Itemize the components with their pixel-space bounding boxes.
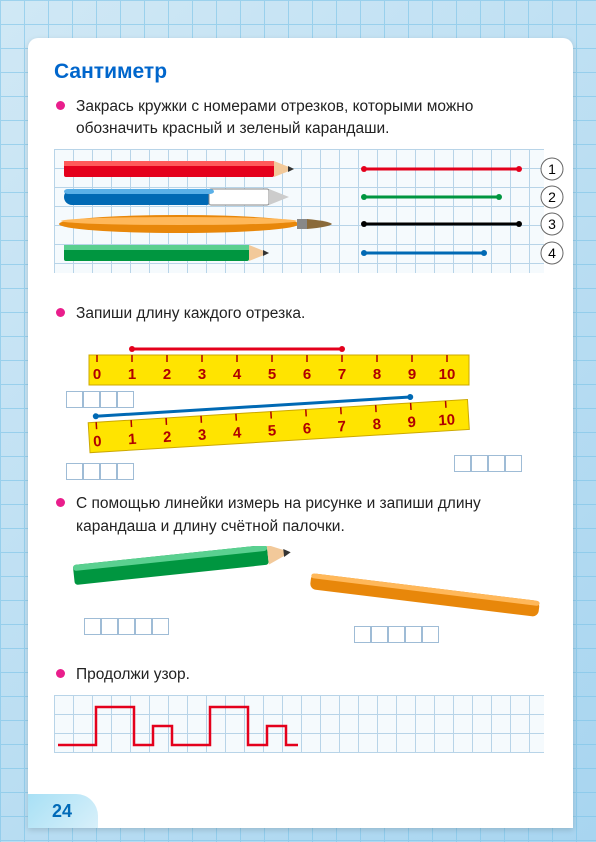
answer-box-3[interactable] [66,463,134,480]
svg-text:2: 2 [163,366,171,383]
task1-label: Закрась кружки с номерами отрезков, кото… [76,98,473,137]
page-number: 24 [52,801,72,822]
svg-text:9: 9 [407,414,416,431]
bullet-icon [56,669,65,678]
svg-text:1: 1 [128,366,136,383]
svg-text:10: 10 [438,412,456,430]
svg-text:4: 4 [548,245,556,261]
task1-text: Закрась кружки с номерами отрезков, кото… [76,96,547,141]
task1-figure: 1 2 3 4 [54,149,547,289]
answer-box-2[interactable] [454,455,522,472]
svg-text:0: 0 [93,433,102,450]
circle-3[interactable]: 3 [541,213,563,235]
svg-text:4: 4 [233,366,242,383]
answer-box-1[interactable] [66,391,134,408]
ruler-1: 0 1 2 3 4 5 6 7 8 9 10 [89,355,469,385]
svg-text:10: 10 [439,366,456,383]
orange-brush [59,215,332,233]
svg-text:1: 1 [128,431,137,448]
answer-box-stick[interactable] [354,626,439,643]
svg-text:7: 7 [338,366,346,383]
blue-pen [64,189,289,205]
pattern-line [58,707,298,745]
task4-text: Продолжи узор. [76,664,547,686]
svg-text:2: 2 [163,429,172,446]
task4-figure [54,695,547,765]
svg-text:6: 6 [302,421,311,438]
page-title: Сантиметр [54,60,547,84]
bullet-icon [56,101,65,110]
task2-text: Запиши длину каждого отрезка. [76,303,547,325]
svg-text:7: 7 [337,418,346,435]
circle-2[interactable]: 2 [541,186,563,208]
bullet-icon [56,498,65,507]
svg-text:8: 8 [373,366,381,383]
segment-3 [361,221,522,227]
circle-4[interactable]: 4 [541,242,563,264]
svg-text:2: 2 [548,189,556,205]
answer-box-pencil[interactable] [84,618,169,635]
segment-1 [361,166,522,172]
svg-text:3: 3 [198,366,206,383]
task2-figure: 0 1 2 3 4 5 6 7 8 9 10 0 1 2 3 4 5 6 7 8 9 10 [54,333,547,483]
segment-4 [361,250,487,256]
green-pencil [64,245,269,261]
task2-label: Запиши длину каждого отрезка. [76,305,305,322]
svg-text:8: 8 [372,416,381,433]
red-pencil [64,161,294,177]
segment-2 [361,194,502,200]
svg-text:3: 3 [197,427,206,444]
svg-text:3: 3 [548,216,556,232]
task3-figure [54,546,547,656]
task3-text: С помощью линейки измерь на рисунке и за… [76,493,547,538]
svg-text:5: 5 [268,366,276,383]
circle-1[interactable]: 1 [541,158,563,180]
ruler-2: 0 1 2 3 4 5 6 7 8 9 10 [88,400,469,453]
bullet-icon [56,308,65,317]
svg-text:6: 6 [303,366,311,383]
svg-text:9: 9 [408,366,416,383]
green-pencil-angled [73,546,292,585]
svg-text:4: 4 [232,425,242,443]
svg-text:5: 5 [267,423,276,440]
task3-label: С помощью линейки измерь на рисунке и за… [76,495,481,534]
task4-label: Продолжи узор. [76,666,190,683]
svg-text:0: 0 [93,366,101,383]
svg-text:1: 1 [548,161,556,177]
worksheet-page: Сантиметр Закрась кружки с номерами отре… [28,38,573,828]
counting-stick [310,573,540,617]
